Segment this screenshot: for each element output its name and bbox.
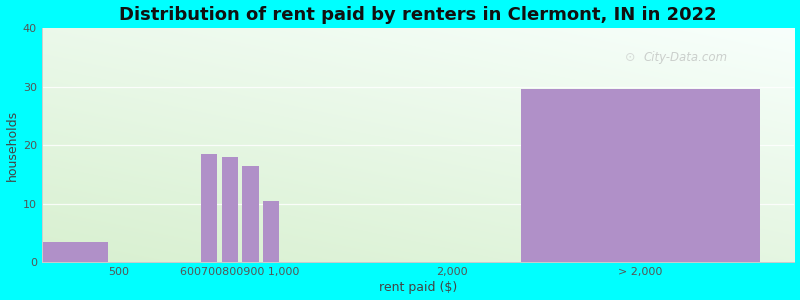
Text: City-Data.com: City-Data.com bbox=[644, 51, 728, 64]
Y-axis label: households: households bbox=[6, 110, 18, 181]
Bar bbox=[202, 154, 218, 262]
Text: ⊙: ⊙ bbox=[625, 51, 635, 64]
Bar bbox=[242, 166, 258, 262]
X-axis label: rent paid ($): rent paid ($) bbox=[379, 281, 458, 294]
Bar bbox=[521, 89, 760, 262]
Bar bbox=[222, 157, 238, 262]
Bar bbox=[263, 201, 279, 262]
Bar bbox=[43, 242, 109, 262]
Title: Distribution of rent paid by renters in Clermont, IN in 2022: Distribution of rent paid by renters in … bbox=[119, 6, 717, 24]
